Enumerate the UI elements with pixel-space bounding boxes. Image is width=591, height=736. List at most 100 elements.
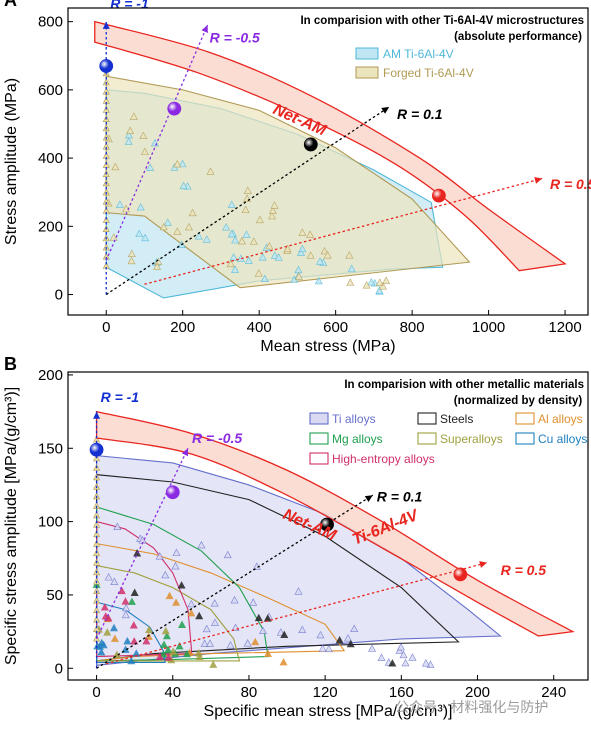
marker-forged-ti-6al-4v <box>173 227 182 235</box>
panel-label: A <box>4 0 17 10</box>
legend-entry: Al alloys <box>538 412 583 426</box>
marker-forged-ti-6al-4v <box>320 246 329 255</box>
marker-am-ti-6al-4v <box>115 200 124 208</box>
r-label: R = -0.5 <box>192 430 242 446</box>
legend-entry: Steels <box>440 412 473 426</box>
marker-ti-alloys <box>187 599 196 608</box>
r-arrow <box>93 411 101 419</box>
marker-forged-ti-6al-4v <box>306 251 315 259</box>
marker-al-alloys <box>187 608 196 617</box>
legend-entry: Forged Ti-6Al-4V <box>383 66 474 80</box>
marker-mg-alloys <box>162 631 171 640</box>
y-tick-label: 600 <box>38 82 63 99</box>
marker-superalloys <box>169 647 178 655</box>
marker-superalloys <box>161 626 170 635</box>
marker-ti-alloys <box>197 540 206 549</box>
marker-superalloys <box>103 628 112 636</box>
legend-entry: Ti alloys <box>332 412 376 426</box>
marker-high-entropy-alloys <box>155 652 164 661</box>
legend-title: In comparision with other Ti-6Al-4V micr… <box>300 15 584 27</box>
marker-axis <box>93 587 101 595</box>
marker-forged-ti-6al-4v <box>298 228 307 236</box>
marker-forged-ti-6al-4v <box>109 233 118 241</box>
marker-axis <box>93 501 101 509</box>
marker-al-alloys <box>263 649 273 657</box>
marker-forged-ti-6al-4v <box>268 206 277 215</box>
marker-forged-ti-6al-4v <box>270 201 279 209</box>
marker-am-ti-6al-4v <box>124 137 133 145</box>
marker-forged-ti-6al-4v <box>362 281 371 289</box>
x-tick-label: 200 <box>465 684 490 701</box>
marker-ti-alloys <box>171 561 180 570</box>
marker-cu-alloys <box>109 623 118 632</box>
marker-am-ti-6al-4v <box>274 253 283 261</box>
marker-am-ti-6al-4v <box>315 257 324 265</box>
marker-forged-ti-6al-4v <box>111 162 120 171</box>
marker-am-ti-6al-4v <box>314 276 323 285</box>
legend-entry: Cu alloys <box>538 432 587 446</box>
net-am-band <box>95 410 575 637</box>
x-tick-label: 240 <box>541 684 566 701</box>
marker-am-ti-6al-4v <box>227 200 236 208</box>
marker-ti-alloys <box>110 577 119 586</box>
x-tick-label: 160 <box>389 684 414 701</box>
marker-am-ti-6al-4v <box>347 264 356 272</box>
marker-forged-ti-6al-4v <box>265 241 274 250</box>
marker-am-ti-6al-4v <box>227 229 236 238</box>
panel-a: R = -1 R = -0.5 R = 0.1 R = 0.5 0 200 400 600 80… <box>3 0 591 355</box>
marker-ti-alloys <box>113 522 122 530</box>
marker-forged-ti-6al-4v <box>268 211 277 220</box>
marker-forged-ti-6al-4v <box>139 131 148 140</box>
marker-high-entropy-alloys <box>164 653 173 661</box>
net-am-point <box>89 442 104 457</box>
marker-axis <box>102 188 110 196</box>
x-tick-label: 0 <box>92 684 100 701</box>
marker-axis <box>102 78 110 86</box>
r-label: R = 0.5 <box>550 176 591 192</box>
r-label: R = -1 <box>110 0 149 11</box>
marker-steels <box>280 630 289 638</box>
marker-ti-alloys <box>210 618 219 626</box>
y-tick-label: 200 <box>38 367 63 384</box>
marker-cu-alloys <box>123 636 132 645</box>
region-forged-ti-6al-4v <box>105 75 471 289</box>
marker-ti-alloys <box>210 599 219 607</box>
legend-swatch <box>417 432 437 445</box>
marker-forged-ti-6al-4v <box>173 159 182 168</box>
marker-cu-alloys <box>127 656 136 665</box>
marker-mg-alloys <box>164 645 173 654</box>
r-arrow <box>201 25 208 34</box>
legend-entry: High-entropy alloys <box>332 452 435 466</box>
marker-al-alloys <box>165 591 174 600</box>
marker-steels <box>388 659 397 667</box>
marker-mg-alloys <box>159 640 169 648</box>
marker-superalloys <box>209 660 218 668</box>
r-arrow <box>181 448 189 457</box>
data-markers <box>92 435 435 668</box>
marker-am-ti-6al-4v <box>194 232 203 240</box>
marker-ti-alloys <box>350 624 359 632</box>
region-high-entropy-alloys <box>96 520 193 658</box>
x-tick-label: 120 <box>313 684 338 701</box>
legend-swatch <box>309 412 329 425</box>
marker-am-ti-6al-4v <box>179 181 188 190</box>
x-axis-label: Mean stress (MPa) <box>260 338 395 355</box>
marker-al-alloys <box>110 634 119 642</box>
marker-mg-alloys <box>127 597 136 605</box>
r-arrow <box>534 177 543 184</box>
r-label: R = -1 <box>101 389 140 405</box>
marker-ti-alloys <box>298 625 307 634</box>
marker-high-entropy-alloys <box>117 586 126 595</box>
r-arrow <box>381 106 390 114</box>
marker-am-ti-6al-4v <box>163 218 172 226</box>
marker-mg-alloys <box>159 650 168 658</box>
marker-ti-alloys <box>161 570 170 579</box>
y-tick-label: 400 <box>38 150 63 167</box>
marker-am-ti-6al-4v <box>242 230 251 238</box>
marker-ti-alloys <box>206 639 215 647</box>
legend-swatch <box>515 432 535 445</box>
net-am-point <box>431 188 446 203</box>
marker-ti-alloys <box>324 644 333 653</box>
plot-frame <box>67 7 589 316</box>
marker-ti-alloys <box>230 595 239 604</box>
